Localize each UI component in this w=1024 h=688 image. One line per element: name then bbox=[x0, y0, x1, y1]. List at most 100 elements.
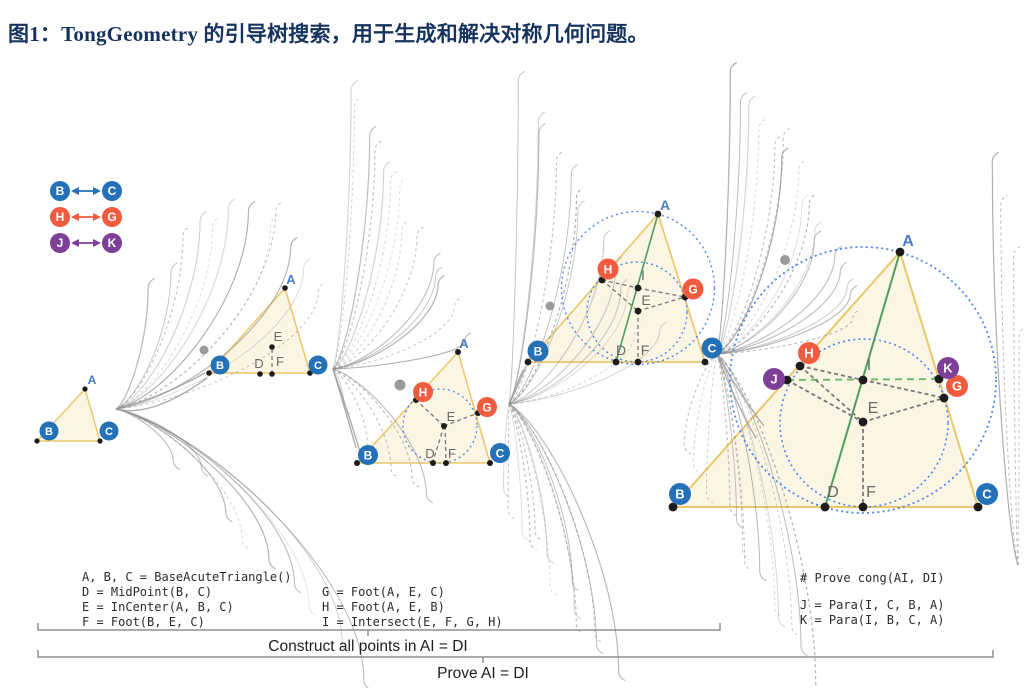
branch-curve bbox=[115, 282, 326, 410]
vertex-dot bbox=[269, 371, 275, 377]
branch-curve bbox=[115, 408, 302, 594]
code-line-f: F = Foot(B, E, C) bbox=[82, 615, 205, 629]
branch-curve bbox=[716, 135, 782, 355]
symmetry-legend: B CH GJ K bbox=[50, 181, 122, 253]
branch-curve bbox=[332, 161, 391, 370]
vertex-dot bbox=[455, 349, 461, 355]
point-badge bbox=[413, 382, 433, 402]
point-label: A bbox=[459, 336, 469, 351]
point-label: E bbox=[447, 409, 456, 424]
dashed-segment bbox=[601, 279, 639, 312]
branch-curve bbox=[508, 256, 623, 405]
branch-curve bbox=[115, 408, 369, 688]
dashed-segment bbox=[637, 287, 686, 298]
branch-curve bbox=[115, 408, 209, 477]
legend-letter: B bbox=[56, 184, 65, 198]
point-label: E bbox=[868, 400, 879, 417]
legend-circle-to bbox=[102, 207, 122, 227]
point-label: A bbox=[88, 373, 97, 387]
vertex-dot bbox=[820, 502, 830, 512]
point-badge-label: C bbox=[708, 341, 717, 355]
branch-links-layer bbox=[115, 255, 790, 453]
dashed-segment bbox=[786, 379, 864, 423]
branch-curve bbox=[332, 171, 398, 370]
point-label: D bbox=[425, 446, 434, 461]
point-label: D bbox=[254, 356, 263, 371]
point-badge bbox=[937, 357, 959, 379]
arrow-head-right-icon bbox=[93, 187, 101, 195]
point-badge bbox=[976, 483, 998, 505]
point-badge-label: G bbox=[952, 379, 962, 394]
branch-curve bbox=[508, 321, 667, 405]
dashed-segment bbox=[415, 399, 445, 427]
vertex-dot bbox=[612, 358, 620, 366]
branch-curve bbox=[332, 274, 445, 370]
branch-curve bbox=[332, 368, 434, 504]
branch-curve bbox=[508, 200, 585, 405]
geometry-diagram: B C A DEF bbox=[206, 272, 328, 377]
branch-link bbox=[115, 377, 208, 412]
vertex-dot bbox=[487, 460, 493, 466]
branch-curve bbox=[508, 403, 579, 591]
terminal-node-dot bbox=[199, 345, 209, 355]
vertex-dot bbox=[269, 344, 275, 350]
goal-line-k: K = Para(I, B, C, A) bbox=[800, 613, 945, 627]
point-label: I bbox=[641, 267, 645, 283]
dashed-segment bbox=[443, 412, 479, 427]
code-line-h: H = Foot(A, E, B) bbox=[322, 600, 445, 614]
branch-curve bbox=[115, 200, 256, 410]
vertex-dot bbox=[668, 502, 678, 512]
branch-curve bbox=[1013, 246, 1021, 566]
branch-curve bbox=[508, 70, 525, 405]
point-badge bbox=[99, 421, 119, 441]
branch-curve bbox=[332, 266, 443, 370]
branch-curve bbox=[508, 403, 537, 551]
branch-curve bbox=[508, 403, 557, 596]
branch-curve bbox=[716, 353, 808, 657]
construct-brace: Construct all points in AI = DI bbox=[37, 623, 721, 655]
point-label: F bbox=[866, 484, 876, 501]
point-badge-label: B bbox=[216, 360, 224, 372]
construction-code-block: A, B, C = BaseAcuteTriangle() D = MidPoi… bbox=[82, 570, 503, 629]
branch-link bbox=[332, 368, 357, 449]
point-badge-label: B bbox=[675, 487, 684, 502]
vertex-dot bbox=[858, 375, 868, 385]
legend-letter: K bbox=[108, 236, 117, 250]
branch-curve bbox=[115, 408, 249, 549]
geometry-diagram: B C H G J K A I E D F bbox=[668, 233, 998, 514]
branch-curve bbox=[508, 403, 604, 655]
terminal-node-dot bbox=[780, 255, 790, 265]
branch-curve bbox=[508, 123, 546, 405]
point-badge bbox=[210, 355, 230, 375]
branch-curve bbox=[115, 215, 278, 410]
point-badge-label: K bbox=[943, 361, 953, 376]
branch-curve bbox=[716, 221, 822, 355]
legend-letter: G bbox=[107, 210, 116, 224]
legend-circle-to bbox=[102, 181, 122, 201]
branch-curve bbox=[716, 92, 748, 355]
branch-link bbox=[716, 353, 757, 439]
legend-circle-from bbox=[50, 233, 70, 253]
point-badge bbox=[798, 342, 820, 364]
point-badge-label: B bbox=[364, 448, 373, 462]
goal-line-j: J = Para(I, C, B, A) bbox=[800, 598, 945, 612]
point-badge bbox=[39, 421, 59, 441]
goal-code-block: # Prove cong(AI, DI) J = Para(I, C, B, A… bbox=[800, 571, 945, 627]
vertex-dot bbox=[634, 358, 642, 366]
point-badge-label: B bbox=[534, 344, 543, 358]
vertex-dot bbox=[634, 307, 642, 315]
legend-circle-to bbox=[102, 233, 122, 253]
point-label: A bbox=[660, 197, 670, 213]
dotted-circle bbox=[402, 388, 478, 464]
branch-curve bbox=[716, 147, 789, 355]
branch-link bbox=[508, 369, 524, 405]
arrow-head-left-icon bbox=[71, 239, 79, 247]
triangle-shape bbox=[356, 351, 491, 464]
branch-curve bbox=[508, 229, 611, 405]
branch-curve bbox=[1000, 194, 1019, 566]
vertex-dot bbox=[524, 358, 532, 366]
